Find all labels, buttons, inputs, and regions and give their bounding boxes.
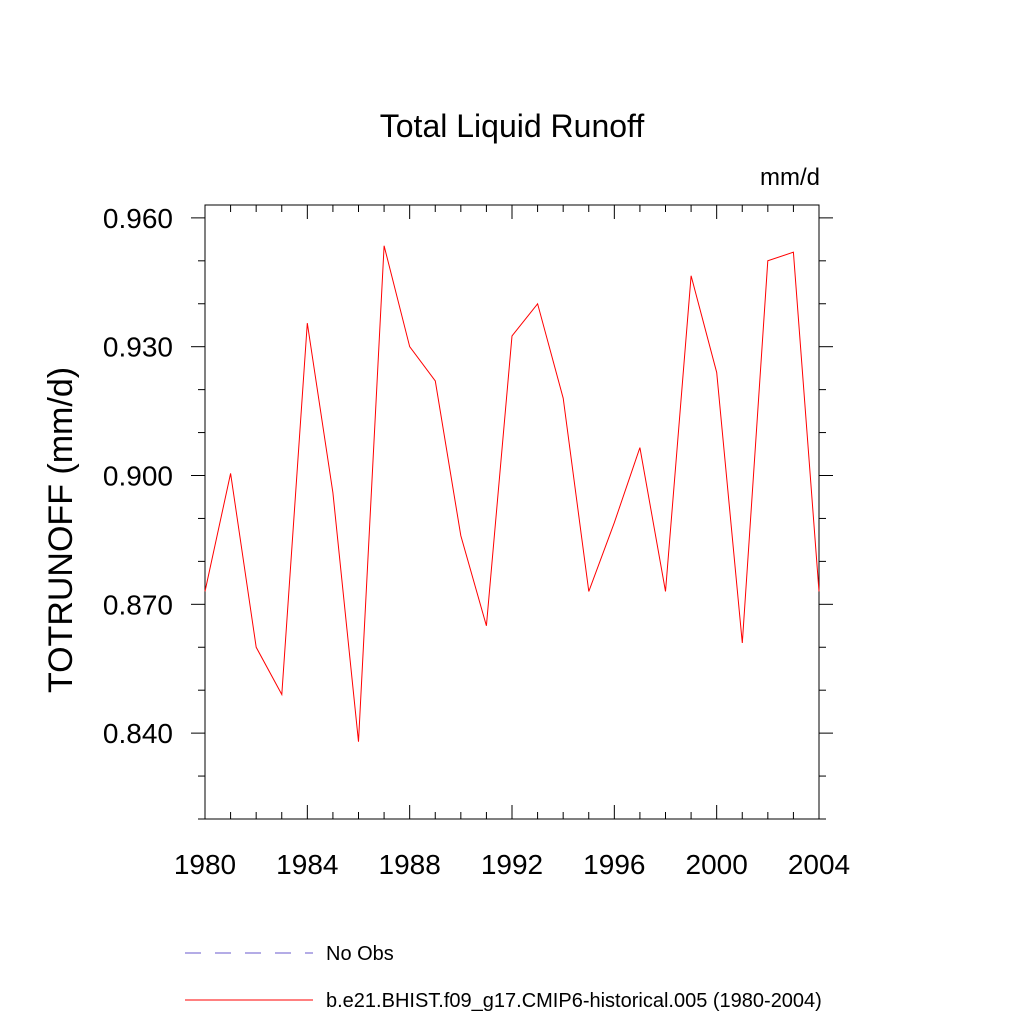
series-line [204, 245, 820, 742]
data-point [690, 274, 693, 277]
data-point [280, 693, 283, 696]
x-tick-label: 2004 [788, 849, 850, 880]
x-tick-label: 1996 [583, 849, 645, 880]
x-tick-label: 1980 [174, 849, 236, 880]
units-label: mm/d [760, 164, 820, 191]
x-tick-label: 1984 [276, 849, 338, 880]
data-point [511, 334, 514, 337]
y-tick-label: 0.870 [103, 589, 173, 620]
data-point [818, 590, 821, 593]
data-point [331, 491, 334, 494]
x-tick-label: 2000 [686, 849, 748, 880]
data-point [229, 472, 232, 475]
series-layer [204, 244, 821, 743]
data-point [306, 322, 309, 325]
data-point [459, 534, 462, 537]
data-point [741, 641, 744, 644]
y-tick-label: 0.900 [103, 461, 173, 492]
data-point [664, 590, 667, 593]
x-tick-label: 1988 [379, 849, 441, 880]
data-point [434, 380, 437, 383]
data-point [357, 740, 360, 743]
data-point [204, 590, 207, 593]
data-point [766, 259, 769, 262]
axis-ticks: 1980 1984 1988 1992 1996 2000 2004 0.840 0.870 0.… [103, 203, 850, 880]
data-point [562, 397, 565, 400]
data-point [485, 624, 488, 627]
x-tick-label: 1992 [481, 849, 543, 880]
data-point [536, 302, 539, 305]
y-tick-label: 0.840 [103, 718, 173, 749]
y-tick-label: 0.960 [103, 203, 173, 234]
data-point [587, 590, 590, 593]
data-point [255, 646, 258, 649]
data-point [638, 446, 641, 449]
data-point [613, 521, 616, 524]
legend-label: b.e21.BHIST.f09_g17.CMIP6-historical.005… [326, 990, 822, 1012]
plot-frame [204, 204, 820, 820]
data-point [792, 251, 795, 254]
chart-title: Total Liquid Runoff [380, 108, 645, 144]
legend: No Obs b.e21.BHIST.f09_g17.CMIP6-historic… [185, 943, 822, 1012]
data-point [715, 371, 718, 374]
legend-label: No Obs [326, 943, 394, 965]
data-point [408, 345, 411, 348]
data-point [383, 244, 386, 247]
y-axis-label: TOTRUNOFF (mm/d) [42, 367, 80, 693]
y-tick-label: 0.930 [103, 332, 173, 363]
